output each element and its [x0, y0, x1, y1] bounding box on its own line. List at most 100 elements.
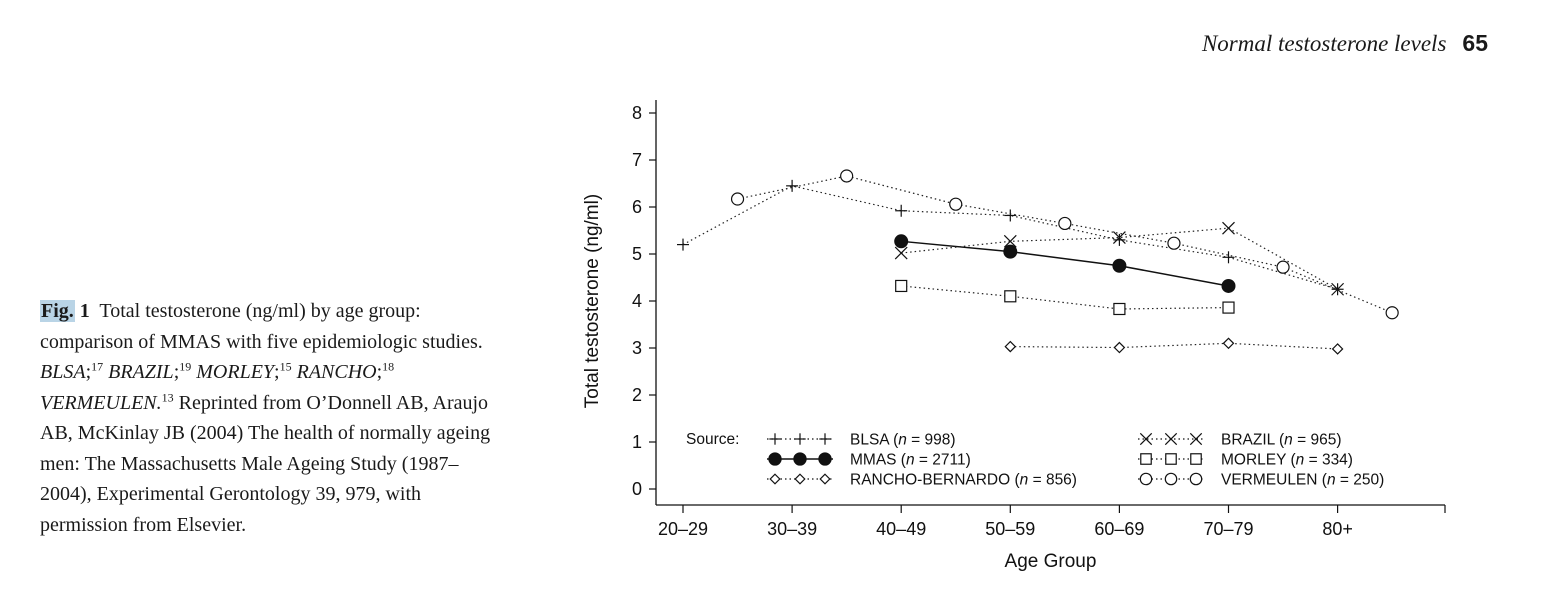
- data-point-mmas: [894, 234, 909, 249]
- data-point-morley: [1004, 290, 1017, 303]
- legend-label-rancho-bernardo: RANCHO-BERNARDO (n = 856): [850, 472, 1077, 489]
- legend-marker-blsa: [769, 433, 781, 445]
- data-point-rancho-bernardo: [1004, 340, 1017, 353]
- marker-stroke: [1112, 231, 1126, 244]
- x-tick-label: 20–29: [658, 519, 708, 539]
- data-point-blsa: [895, 204, 908, 217]
- marker-shape: [1167, 236, 1181, 250]
- legend-marker-mmas: [793, 452, 807, 466]
- data-point-brazil: [894, 246, 908, 260]
- marker-shape: [768, 452, 782, 466]
- marker-shape: [730, 192, 745, 206]
- marker-shape: [1139, 472, 1153, 486]
- marker-shape: [895, 279, 908, 293]
- legend-label-blsa: BLSA (n = 998): [850, 432, 956, 449]
- data-point-vermeulen: [1276, 260, 1290, 274]
- y-tick-label: 1: [632, 432, 642, 452]
- caption-text: Total testosterone (ng/ml) by age group:…: [40, 300, 483, 353]
- data-point-blsa: [1004, 209, 1017, 222]
- y-tick-label: 5: [632, 244, 642, 264]
- marker-shape: [793, 452, 807, 466]
- marker-shape: [1164, 472, 1178, 486]
- citation-ref: 17: [91, 359, 104, 374]
- data-point-brazil: [1331, 282, 1345, 296]
- legend-title: Source:: [686, 431, 739, 448]
- caption-credit: Reprinted from O’Donnell AB, Araujo AB, …: [40, 391, 491, 536]
- marker-shape: [1189, 472, 1203, 486]
- citation-ref: 19: [179, 359, 192, 374]
- citation-study: RANCHO: [296, 361, 377, 383]
- citation-study: BRAZIL: [108, 361, 174, 383]
- marker-shape: [1221, 278, 1236, 293]
- marker-shape: [1385, 306, 1399, 320]
- marker-shape: [819, 473, 831, 485]
- marker-shape: [1190, 453, 1202, 465]
- data-point-vermeulen: [1058, 216, 1072, 231]
- marker-stroke: [1189, 432, 1203, 446]
- y-tick-label: 6: [632, 197, 642, 217]
- legend-marker-mmas: [768, 452, 782, 466]
- x-tick-label: 40–49: [876, 519, 926, 539]
- data-point-mmas: [1112, 258, 1127, 273]
- x-tick-label: 70–79: [1203, 519, 1253, 539]
- data-point-mmas: [1221, 278, 1236, 293]
- y-tick-label: 7: [632, 150, 642, 170]
- data-point-blsa: [1113, 233, 1126, 246]
- legend-marker-vermeulen: [1139, 472, 1153, 486]
- marker-shape: [894, 234, 909, 249]
- data-point-blsa: [677, 238, 689, 251]
- legend-label-vermeulen: VERMEULEN (n = 250): [1221, 472, 1384, 489]
- marker-shape: [769, 473, 781, 485]
- testosterone-line-chart: 0 1 2 3 4 5 6 7 8 20–29 30–39 40–49 50–59 60–69 70–79 8…: [582, 100, 1446, 572]
- citation-ref: 18: [382, 359, 395, 374]
- marker-stroke: [1331, 282, 1345, 296]
- marker-stroke: [1139, 432, 1153, 446]
- x-tick-label: 80+: [1322, 519, 1353, 539]
- legend-label-mmas: MMAS (n = 2711): [850, 452, 971, 469]
- series-line-brazil: [901, 227, 1338, 290]
- data-point-vermeulen: [949, 197, 963, 211]
- data-point-blsa: [786, 179, 799, 192]
- marker-shape: [1140, 453, 1152, 465]
- marker-shape: [949, 197, 963, 211]
- series-line-mmas: [901, 240, 1229, 287]
- citation-study: BLSA: [40, 361, 86, 383]
- marker-shape: [818, 452, 832, 466]
- marker-stroke: [894, 246, 908, 260]
- marker-shape: [1222, 301, 1235, 314]
- data-point-morley: [895, 279, 908, 293]
- data-point-brazil: [1112, 231, 1126, 244]
- marker-shape: [1165, 453, 1177, 465]
- x-tick-label: 30–39: [767, 519, 817, 539]
- marker-stroke: [1164, 432, 1178, 446]
- data-point-rancho-bernardo: [1331, 343, 1344, 355]
- citation-study: VERMEULEN.: [40, 391, 162, 414]
- marker-shape: [1222, 337, 1235, 350]
- marker-shape: [794, 473, 806, 485]
- legend-marker-rancho-bernardo: [769, 473, 781, 485]
- legend-marker-rancho-bernardo: [794, 473, 806, 485]
- data-point-rancho-bernardo: [1222, 337, 1235, 350]
- marker-stroke: [1003, 234, 1017, 248]
- marker-shape: [1004, 290, 1017, 303]
- citation-study: MORLEY: [196, 361, 275, 383]
- legend-marker-brazil: [1164, 432, 1178, 446]
- data-point-vermeulen: [840, 169, 854, 183]
- marker-shape: [1276, 260, 1290, 274]
- data-point-rancho-bernardo: [1113, 341, 1126, 354]
- series-line-rancho-bernardo: [1010, 342, 1338, 350]
- y-tick-label: 3: [632, 338, 642, 358]
- marker-shape: [1058, 216, 1072, 231]
- running-header: Normal testosterone levels 65: [1202, 30, 1488, 57]
- legend-label-morley: MORLEY (n = 334): [1221, 452, 1353, 469]
- data-point-vermeulen: [1385, 306, 1399, 320]
- marker-shape: [1112, 258, 1127, 273]
- legend-marker-morley: [1165, 453, 1177, 465]
- y-tick-label: 8: [632, 103, 642, 123]
- series-line-blsa: [682, 185, 1338, 290]
- data-point-brazil: [1003, 234, 1017, 248]
- data-point-vermeulen: [1167, 236, 1181, 250]
- data-point-morley: [1222, 301, 1235, 314]
- data-point-morley: [1113, 302, 1126, 316]
- y-tick-label: 0: [632, 479, 642, 499]
